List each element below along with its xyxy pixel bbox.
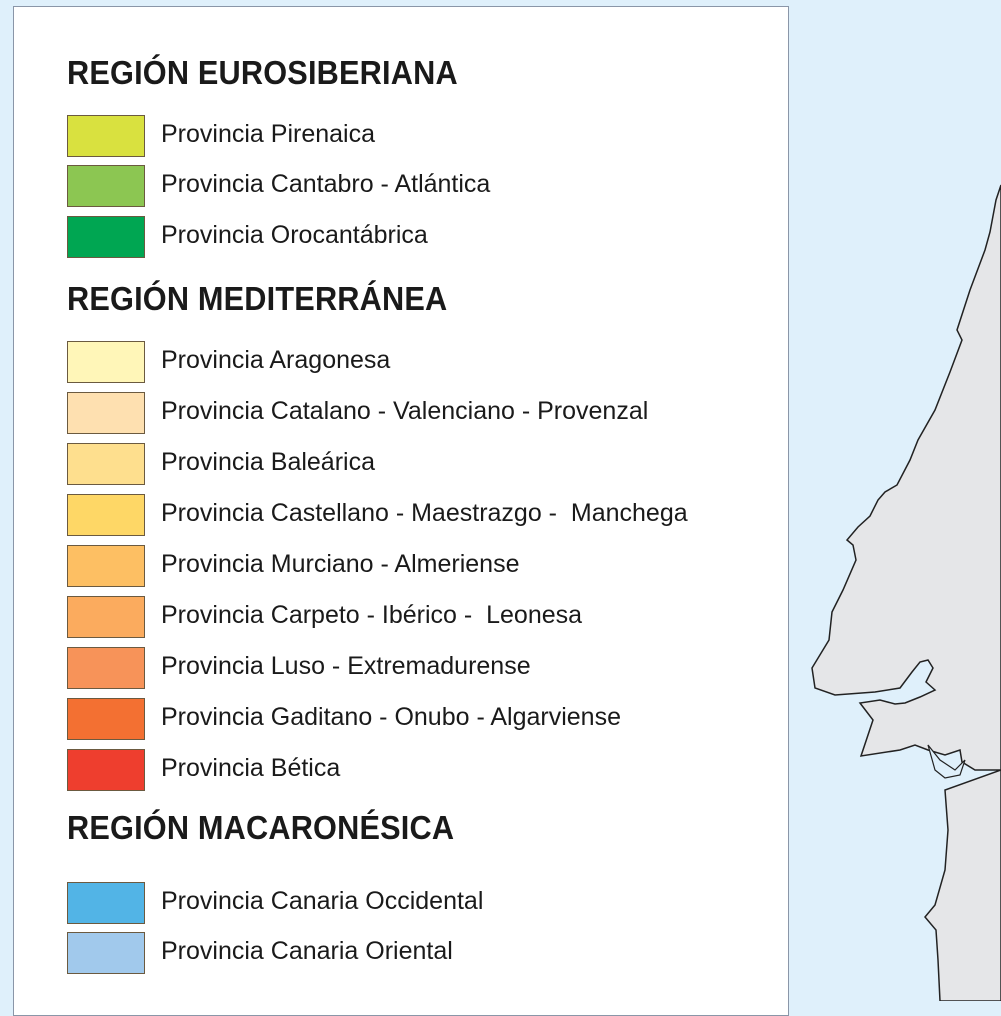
- legend-swatch: [67, 443, 145, 485]
- legend-swatch: [67, 932, 145, 974]
- region-heading: REGIÓN EUROSIBERIANA: [67, 54, 458, 91]
- legend-label: Provincia Luso - Extremadurense: [161, 652, 531, 680]
- region-heading: REGIÓN MEDITERRÁNEA: [67, 280, 448, 317]
- legend-swatch: [67, 698, 145, 740]
- legend-label: Provincia Baleárica: [161, 448, 375, 476]
- legend-label: Provincia Castellano - Maestrazgo - Manc…: [161, 499, 688, 527]
- legend-label: Provincia Pirenaica: [161, 120, 375, 148]
- legend-swatch: [67, 165, 145, 207]
- legend-swatch: [67, 596, 145, 638]
- legend-swatch: [67, 647, 145, 689]
- legend-swatch: [67, 494, 145, 536]
- legend-swatch: [67, 341, 145, 383]
- legend-label: Provincia Murciano - Almeriense: [161, 550, 520, 578]
- legend-label: Provincia Orocantábrica: [161, 221, 428, 249]
- legend-label: Provincia Canaria Oriental: [161, 937, 453, 965]
- legend-label: Provincia Canaria Occidental: [161, 887, 484, 915]
- legend-label: Provincia Cantabro - Atlántica: [161, 170, 491, 198]
- estuary-water: [927, 744, 966, 779]
- legend-swatch: [67, 545, 145, 587]
- legend-swatch: [67, 216, 145, 258]
- legend-swatch: [67, 749, 145, 791]
- legend-swatch: [67, 882, 145, 924]
- legend-label: Provincia Bética: [161, 754, 341, 782]
- legend-swatch: [67, 392, 145, 434]
- legend-label: Provincia Aragonesa: [161, 346, 391, 374]
- legend-label: Provincia Gaditano - Onubo - Algarviense: [161, 703, 621, 731]
- region-heading: REGIÓN MACARONÉSICA: [67, 809, 455, 846]
- legend-label: Provincia Carpeto - Ibérico - Leonesa: [161, 601, 583, 629]
- legend-swatch: [67, 115, 145, 157]
- legend-label: Provincia Catalano - Valenciano - Proven…: [161, 397, 649, 425]
- coastline-land: [811, 184, 1001, 1001]
